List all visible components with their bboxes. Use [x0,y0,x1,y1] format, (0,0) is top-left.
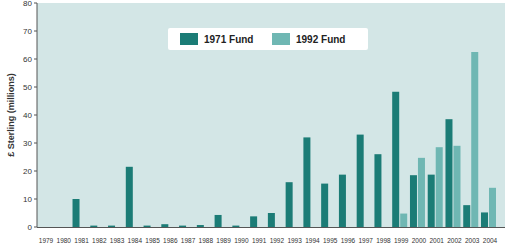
bar [232,226,239,227]
bar [436,147,443,227]
x-tick-label: 1991 [252,237,267,244]
x-tick-label: 1981 [74,237,89,244]
bar [374,154,381,227]
y-tick-label: 60 [23,55,32,64]
x-tick-label: 1983 [110,237,125,244]
bar [37,227,44,228]
bars [73,52,496,227]
y-tick-label: 10 [23,195,32,204]
x-tick-label: 1979 [39,237,54,244]
bar [321,184,328,227]
x-tick-label: 1992 [270,237,285,244]
bar [392,92,399,227]
bar [445,119,452,227]
x-tick-label: 1993 [287,237,302,244]
legend-box [168,28,368,50]
bar [463,205,470,227]
x-tick-label: 1998 [376,237,391,244]
y-tick-label: 50 [23,83,32,92]
bar [418,158,425,227]
bar [400,214,407,227]
bar [428,175,435,227]
x-tick-label: 1995 [323,237,338,244]
bar [453,146,460,227]
legend-label: 1971 Fund [204,34,253,45]
chart: 0 10 20 30 40 50 60 70 80 £ Sterling (millions) 19… [0,0,509,251]
bar [108,226,115,227]
x-tick-label: 1987 [181,237,196,244]
bar [303,137,310,227]
plot-background [37,3,505,228]
x-tick-label: 1988 [199,237,214,244]
y-tick-label: 40 [23,111,32,120]
x-tick-label: 1999 [394,237,409,244]
x-tick-label: 1994 [305,237,320,244]
y-axis-title: £ Sterling (millions) [6,73,16,157]
bar [161,224,168,227]
y-tick-label: 70 [23,27,32,36]
x-tick-label: 1986 [163,237,178,244]
bar [286,182,293,227]
bar [410,175,417,227]
bar [73,199,80,227]
y-tick-label: 0 [28,223,33,232]
bar [55,227,62,228]
y-tick-label: 80 [23,0,32,8]
bar [268,213,275,227]
x-tick-label: 1984 [128,237,143,244]
bar [481,212,488,227]
bar [489,188,496,227]
x-tick-label: 2000 [412,237,427,244]
bar [144,226,151,227]
x-tick-label: 1990 [234,237,249,244]
y-axis [37,3,38,227]
x-tick-label: 1980 [57,237,72,244]
bar [215,215,222,227]
legend: 1971 Fund 1992 Fund [168,28,368,50]
bar [179,226,186,227]
bar [250,216,257,227]
x-tick-label: 1996 [341,237,356,244]
x-tick-label: 2002 [447,237,462,244]
x-tick-label: 2004 [483,237,498,244]
x-tick-label: 1985 [145,237,160,244]
bar [339,175,346,227]
y-tick-label: 30 [23,139,32,148]
y-tick-label: 20 [23,167,32,176]
x-axis [37,227,505,228]
x-tick-label: 1997 [358,237,373,244]
x-tick-label: 2001 [429,237,444,244]
bar [357,135,364,227]
bar [126,167,133,227]
legend-swatch [272,33,290,45]
legend-label: 1992 Fund [296,34,345,45]
x-tick-label: 2003 [465,237,480,244]
x-tick-label: 1989 [216,237,231,244]
x-tick-label: 1982 [92,237,107,244]
legend-swatch [180,33,198,45]
bar [90,226,97,227]
bar [471,52,478,227]
bar [197,225,204,227]
